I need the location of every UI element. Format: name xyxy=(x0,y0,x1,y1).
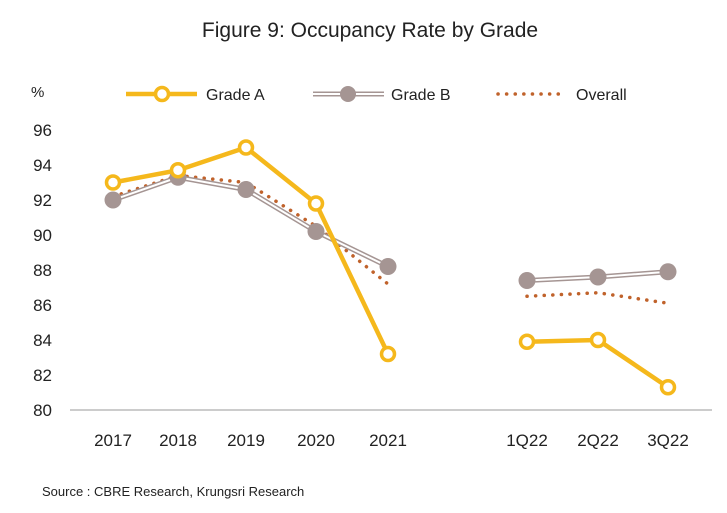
grade-a-point xyxy=(307,195,325,212)
y-tick-label: 84 xyxy=(33,331,52,350)
grade-a-point xyxy=(379,345,397,363)
grade-a-point xyxy=(237,139,255,156)
x-tick-label: 1Q22 xyxy=(506,431,548,450)
grade-b-point xyxy=(589,268,607,286)
source-note: Source : CBRE Research, Krungsri Researc… xyxy=(42,484,304,499)
y-tick-label: 96 xyxy=(33,121,52,140)
grade-b-point xyxy=(659,263,677,281)
grade-a-point xyxy=(659,379,677,396)
y-tick-label: 94 xyxy=(33,156,52,175)
plot-area xyxy=(104,139,677,396)
y-tick-label: 86 xyxy=(33,296,52,315)
y-tick-label: 88 xyxy=(33,261,52,280)
y-tick-label: 90 xyxy=(33,226,52,245)
chart-title: Figure 9: Occupancy Rate by Grade xyxy=(202,19,538,42)
legend-grade-b-marker xyxy=(340,86,356,102)
x-tick-label: 2020 xyxy=(297,431,335,450)
x-tick-label: 3Q22 xyxy=(647,431,689,450)
legend-grade-a-label: Grade A xyxy=(206,87,265,104)
grade-a-point xyxy=(589,331,607,349)
grade-b-point xyxy=(518,272,536,289)
grade-b-point xyxy=(379,258,397,275)
overall-series-line xyxy=(525,290,670,305)
x-axis: 2017 2018 2019 2020 2021 1Q22 2Q22 3Q22 xyxy=(70,409,712,450)
y-tick-label: 82 xyxy=(33,366,52,385)
grade-b-point xyxy=(237,181,255,198)
grade-a-point xyxy=(518,333,536,350)
grade-a-point xyxy=(104,174,122,191)
x-tick-label: 2021 xyxy=(369,431,407,450)
y-unit-label: % xyxy=(31,84,44,101)
grade-b-point xyxy=(307,223,325,240)
x-tick-label: 2Q22 xyxy=(577,431,619,450)
y-tick-label: 80 xyxy=(33,401,52,420)
x-tick-label: 2018 xyxy=(159,431,197,450)
legend-grade-a-marker xyxy=(153,85,171,103)
y-axis: 80 82 84 86 88 90 92 94 96 xyxy=(33,121,52,420)
legend-grade-b-label: Grade B xyxy=(391,87,451,104)
legend-overall-label: Overall xyxy=(576,87,627,104)
x-tick-label: 2017 xyxy=(94,431,132,450)
legend: Grade A Grade B Overall xyxy=(126,85,627,104)
grade-a-point xyxy=(169,162,187,179)
x-tick-label: 2019 xyxy=(227,431,265,450)
grade-b-point xyxy=(104,191,122,209)
y-tick-label: 92 xyxy=(33,191,52,210)
